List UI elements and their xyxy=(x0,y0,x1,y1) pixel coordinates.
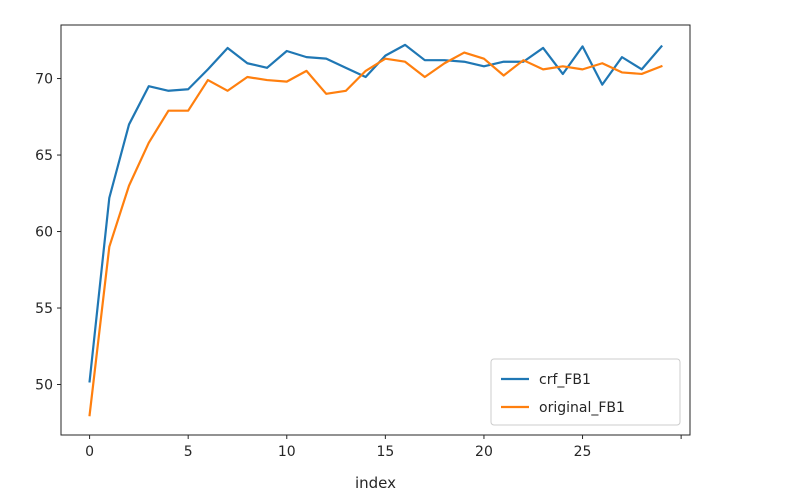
legend-label-original_FB1: original_FB1 xyxy=(539,400,625,416)
y-tick-label-0: 50 xyxy=(35,378,53,394)
legend-box xyxy=(490,358,681,426)
legend-label-crf_FB1: crf_FB1 xyxy=(539,372,591,388)
y-tick-label-3: 65 xyxy=(35,148,53,164)
x-tick-label-1: 5 xyxy=(184,444,193,460)
x-tick-label-2: 10 xyxy=(278,444,296,460)
y-tick-label-1: 55 xyxy=(35,301,53,317)
series-line-original_FB1 xyxy=(88,51,663,417)
x-axis-label: index xyxy=(355,474,396,492)
plot-frame xyxy=(60,24,691,436)
legend: crf_FB1 original_FB1 xyxy=(490,358,681,426)
y-tick-label-4: 70 xyxy=(35,72,53,88)
plot-lines xyxy=(88,43,663,417)
x-tick-label-3: 15 xyxy=(376,444,394,460)
x-tick-label-5: 25 xyxy=(574,444,592,460)
y-axis-ticks: 50 55 60 65 70 xyxy=(35,72,61,394)
y-tick-label-2: 60 xyxy=(35,225,53,241)
x-tick-label-0: 0 xyxy=(85,444,94,460)
series-line-crf_FB1 xyxy=(88,43,663,383)
x-tick-label-4: 20 xyxy=(475,444,493,460)
x-axis-ticks: 0 5 10 15 20 25 xyxy=(85,435,682,460)
axes: 0 5 10 15 20 25 50 55 60 65 70 index xyxy=(35,24,691,492)
